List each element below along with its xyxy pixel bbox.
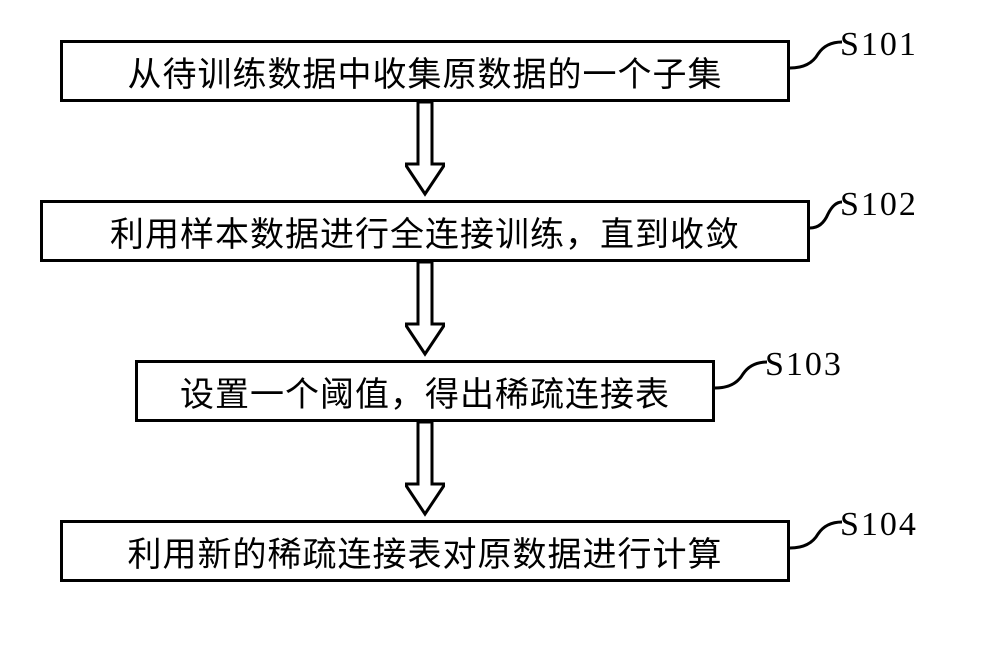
step-box-2: 利用样本数据进行全连接训练，直到收敛 — [40, 200, 810, 262]
step-text-2: 利用样本数据进行全连接训练，直到收敛 — [110, 207, 740, 256]
step-text-1: 从待训练数据中收集原数据的一个子集 — [128, 47, 723, 96]
step-label-4: S104 — [840, 506, 918, 544]
leader-line-3 — [713, 360, 769, 390]
step-text-3: 设置一个阈值，得出稀疏连接表 — [180, 367, 670, 416]
step-box-3: 设置一个阈值，得出稀疏连接表 — [135, 360, 715, 422]
step-label-1: S101 — [840, 26, 918, 64]
arrow-2 — [405, 262, 445, 360]
leader-line-2 — [808, 200, 844, 230]
arrow-1 — [405, 102, 445, 200]
flowchart-canvas: 从待训练数据中收集原数据的一个子集 利用样本数据进行全连接训练，直到收敛 设置一… — [0, 0, 1000, 648]
step-text-4: 利用新的稀疏连接表对原数据进行计算 — [128, 527, 723, 576]
step-label-2: S102 — [840, 186, 918, 224]
step-label-3: S103 — [765, 346, 843, 384]
step-box-1: 从待训练数据中收集原数据的一个子集 — [60, 40, 790, 102]
arrow-3 — [405, 422, 445, 520]
leader-line-1 — [788, 40, 844, 70]
step-box-4: 利用新的稀疏连接表对原数据进行计算 — [60, 520, 790, 582]
leader-line-4 — [788, 520, 844, 550]
